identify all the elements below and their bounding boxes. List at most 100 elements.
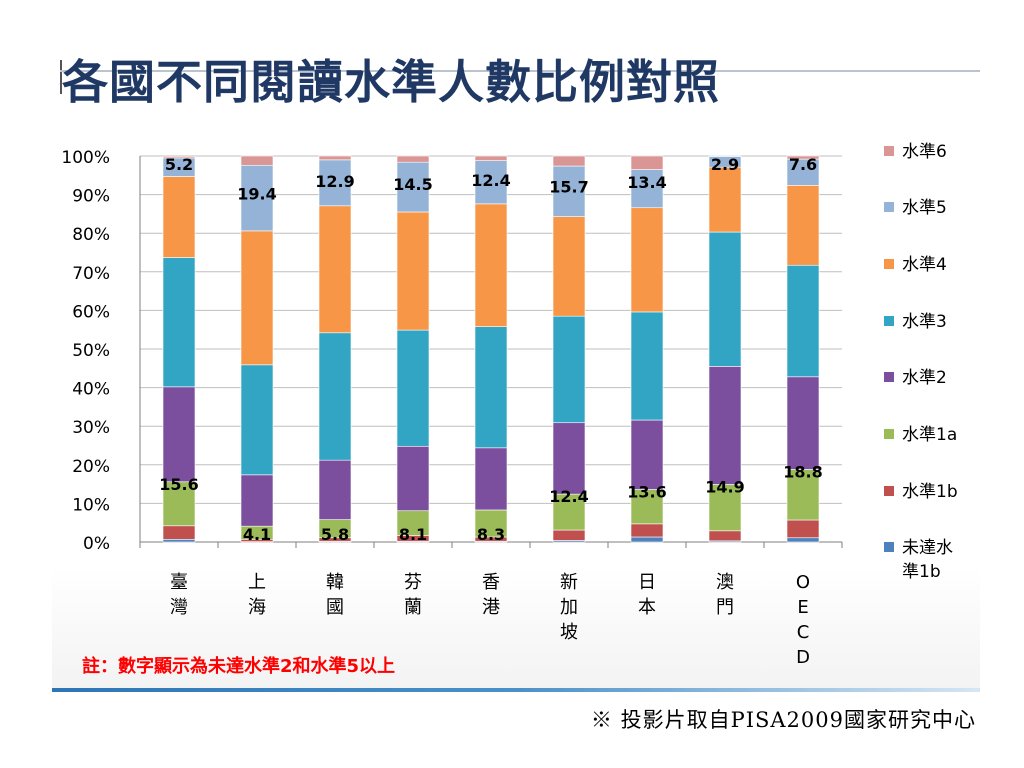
y-tick-label: 0%: [83, 534, 110, 554]
bar-segment: [318, 155, 352, 161]
data-label-below-level2: 4.1: [243, 525, 271, 544]
x-category-label: 香: [482, 572, 500, 593]
legend-label: 未達水: [902, 538, 953, 558]
bar-segment: [396, 211, 430, 331]
legend-swatch: [884, 372, 894, 382]
title-rule: [60, 70, 980, 72]
footnote: 註：數字顯示為未達水準2和水準5以上: [82, 656, 396, 677]
bar-segment: [162, 156, 196, 159]
x-category-label: 國: [326, 597, 344, 618]
bar-segment: [162, 481, 196, 527]
bar-segment: [708, 366, 742, 485]
data-label-level5-plus: 14.5: [393, 175, 432, 194]
data-label-level5-plus: 15.7: [549, 177, 588, 196]
data-label-below-level2: 8.1: [399, 525, 427, 544]
bar-segment: [630, 169, 664, 209]
y-axis: 0% 10% 20% 30% 40% 50% 60% 70% 80% 90% 100%: [61, 148, 141, 554]
y-tick-label: 50%: [72, 341, 110, 361]
bar-segment: [786, 519, 820, 539]
bar-segment: [240, 364, 274, 476]
data-label-below-level2: 8.3: [477, 525, 505, 544]
bar-segment: [708, 484, 742, 532]
legend-swatch: [884, 429, 894, 439]
bar-segment: [474, 155, 508, 161]
x-category-label: 海: [248, 597, 266, 618]
bar-segment: [708, 530, 742, 542]
data-labels: 15.6 5.2 4.1 19.4 5.8 12.9 8.1 14.5 8.3 12.4 12.4 1…: [159, 155, 822, 544]
bar-segment: [162, 525, 196, 540]
data-label-level5-plus: 12.4: [471, 171, 510, 190]
x-category-label: 日: [638, 572, 656, 593]
x-category-label: 新: [560, 572, 578, 593]
bar-segment: [630, 311, 664, 421]
bar-segment: [552, 493, 586, 531]
data-label-level5-plus: 19.4: [237, 184, 276, 203]
bar-segment: [474, 509, 508, 538]
chart-panel: [52, 128, 980, 690]
data-label-level5-plus: 12.9: [315, 172, 354, 191]
bars: [162, 155, 820, 543]
bar-segment: [552, 216, 586, 317]
data-label-below-level2: 14.9: [705, 477, 744, 496]
legend-swatch: [884, 542, 894, 552]
bar-segment: [318, 332, 352, 461]
legend-label: 水準3: [902, 312, 947, 332]
x-category-label: 臺: [170, 572, 188, 593]
legend-label: 水準6: [902, 142, 947, 162]
bar-segment: [162, 538, 196, 543]
x-category-label: 芬: [404, 572, 422, 593]
legend-swatch: [884, 202, 894, 212]
y-tick-label: 40%: [72, 380, 110, 400]
x-category-label: C: [797, 622, 810, 643]
bar-segment: [396, 161, 430, 213]
y-tick-label: 100%: [61, 148, 110, 168]
y-tick-label: 70%: [72, 264, 110, 284]
data-label-level5-plus: 7.6: [789, 155, 817, 174]
bar-segment: [396, 155, 430, 163]
y-tick-label: 80%: [72, 225, 110, 245]
y-tick-label: 60%: [72, 302, 110, 322]
legend-label: 水準1a: [902, 425, 957, 445]
x-category-label: D: [796, 647, 810, 668]
y-tick-label: 90%: [72, 187, 110, 207]
bar-segment: [786, 155, 820, 160]
x-category-label: 門: [716, 597, 734, 618]
bar-segment: [162, 176, 196, 258]
legend-label: 水準4: [902, 255, 947, 275]
legend-label: 水準1b: [902, 482, 958, 502]
bar-segment: [396, 510, 430, 536]
x-category-label: O: [796, 572, 810, 593]
x-category-label: 加: [560, 597, 578, 618]
x-category-label: E: [797, 597, 808, 618]
source-credit: ※ 投影片取自PISA2009國家研究中心: [590, 708, 976, 732]
bar-segment: [474, 326, 508, 449]
legend-label: 準1b: [902, 562, 941, 582]
x-category-label: 上: [248, 572, 266, 593]
bar-segment: [240, 474, 274, 527]
bar-segment: [552, 422, 586, 495]
x-category-label: 蘭: [404, 597, 422, 618]
bar-segment: [552, 315, 586, 424]
legend-swatch: [884, 146, 894, 156]
x-category-label: 坡: [560, 622, 578, 643]
x-category-label: 灣: [170, 597, 188, 618]
data-label-below-level2: 18.8: [783, 462, 822, 481]
legend-label: 水準2: [902, 368, 947, 388]
bar-segment: [708, 231, 742, 367]
x-category-label: 韓: [326, 572, 344, 593]
data-label-below-level2: 5.8: [321, 525, 349, 544]
y-tick-label: 20%: [72, 457, 110, 477]
bar-segment: [318, 205, 352, 334]
data-label-level5-plus: 2.9: [711, 155, 739, 174]
page-title: 各國不同閱讀水準人數比例對照: [62, 55, 720, 109]
bar-segment: [474, 447, 508, 511]
bar-segment: [240, 164, 274, 232]
bar-segment: [474, 203, 508, 327]
y-tick-label: 30%: [72, 418, 110, 438]
bar-segment: [630, 536, 664, 543]
data-label-level5-plus: 5.2: [165, 155, 193, 174]
bottom-accent-line: [52, 688, 980, 692]
legend-swatch: [884, 316, 894, 326]
